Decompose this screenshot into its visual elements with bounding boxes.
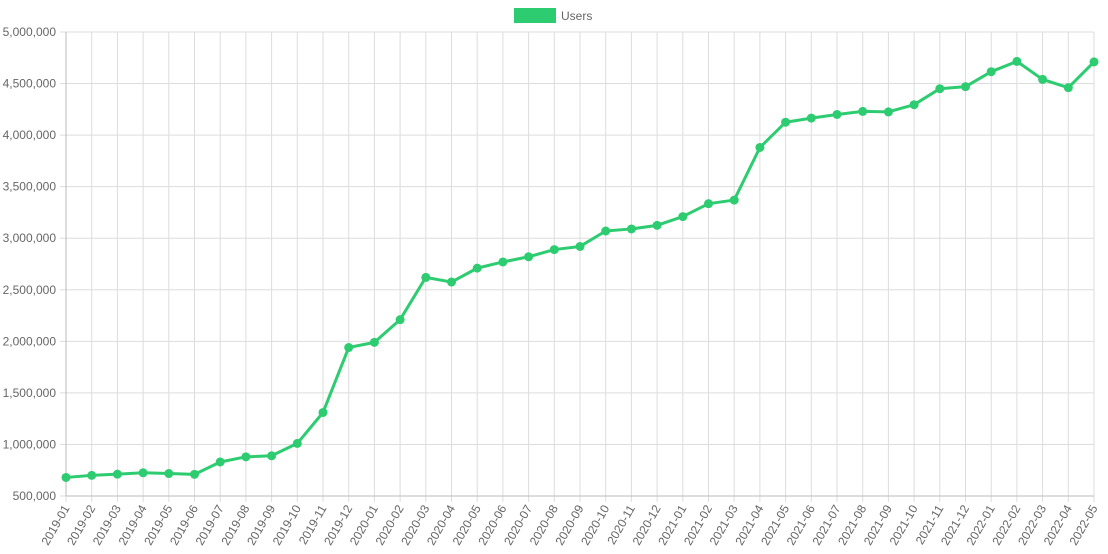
data-point[interactable] bbox=[1089, 57, 1099, 67]
data-point[interactable] bbox=[138, 468, 148, 478]
y-tick-label: 3,000,000 bbox=[3, 231, 57, 245]
data-point[interactable] bbox=[935, 84, 945, 94]
data-point[interactable] bbox=[190, 469, 199, 479]
y-tick-label: 4,500,000 bbox=[3, 77, 57, 91]
data-point[interactable] bbox=[87, 470, 97, 480]
y-tick-label: 4,000,000 bbox=[3, 128, 57, 142]
y-tick-label: 2,500,000 bbox=[3, 283, 57, 297]
data-point[interactable] bbox=[395, 315, 405, 325]
y-tick-label: 1,500,000 bbox=[3, 386, 57, 400]
y-tick-label: 3,500,000 bbox=[3, 180, 57, 194]
legend-label-users[interactable]: Users bbox=[561, 9, 592, 23]
x-axis-ticks: 2019-012019-022019-032019-042019-052019-… bbox=[38, 502, 1100, 547]
data-point[interactable] bbox=[292, 438, 302, 448]
data-point[interactable] bbox=[369, 337, 379, 347]
data-point[interactable] bbox=[421, 272, 431, 282]
data-point[interactable] bbox=[832, 109, 842, 119]
data-point[interactable] bbox=[447, 277, 456, 287]
data-point[interactable] bbox=[909, 100, 919, 110]
data-point[interactable] bbox=[678, 212, 688, 222]
data-point[interactable] bbox=[1063, 83, 1073, 93]
data-point[interactable] bbox=[961, 82, 970, 92]
data-point[interactable] bbox=[986, 67, 996, 77]
data-point[interactable] bbox=[781, 117, 791, 127]
data-point[interactable] bbox=[472, 263, 482, 273]
data-point[interactable] bbox=[241, 452, 251, 462]
legend[interactable]: Users bbox=[514, 8, 592, 23]
data-point[interactable] bbox=[626, 224, 636, 234]
data-point[interactable] bbox=[652, 220, 662, 230]
data-point[interactable] bbox=[164, 469, 174, 479]
grid bbox=[60, 31, 1095, 502]
data-point[interactable] bbox=[883, 107, 893, 117]
data-point[interactable] bbox=[215, 457, 225, 467]
data-point[interactable] bbox=[601, 226, 611, 236]
y-tick-label: 1,000,000 bbox=[3, 437, 57, 451]
data-point[interactable] bbox=[549, 245, 559, 255]
data-point[interactable] bbox=[806, 113, 816, 123]
data-point[interactable] bbox=[729, 195, 739, 205]
data-point[interactable] bbox=[344, 343, 354, 353]
data-point[interactable] bbox=[267, 451, 277, 461]
data-point[interactable] bbox=[1038, 74, 1048, 84]
data-point[interactable] bbox=[575, 241, 585, 251]
data-point[interactable] bbox=[318, 407, 328, 417]
series-users bbox=[61, 56, 1099, 482]
y-tick-label: 2,000,000 bbox=[3, 334, 57, 348]
legend-swatch-users[interactable] bbox=[514, 8, 556, 23]
data-point[interactable] bbox=[498, 257, 508, 267]
data-point[interactable] bbox=[1012, 56, 1022, 66]
data-point[interactable] bbox=[61, 472, 71, 482]
data-point[interactable] bbox=[704, 199, 713, 209]
y-tick-label: 5,000,000 bbox=[3, 25, 57, 39]
y-tick-label: 500,000 bbox=[13, 489, 57, 503]
data-point[interactable] bbox=[858, 106, 868, 116]
data-point[interactable] bbox=[112, 469, 122, 479]
data-point[interactable] bbox=[755, 142, 765, 152]
data-point[interactable] bbox=[524, 252, 534, 262]
y-axis-ticks: 500,000 1,000,000 1,500,000 2,000,000 2,500,… bbox=[3, 25, 57, 503]
